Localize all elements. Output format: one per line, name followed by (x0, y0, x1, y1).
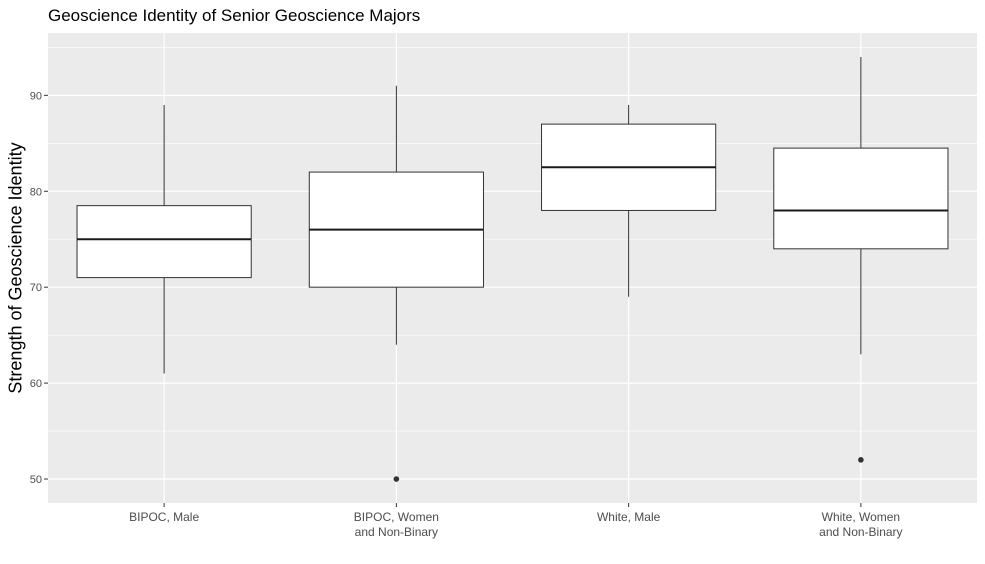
x-tick-label-line: BIPOC, Women (354, 510, 439, 524)
box-iqr (76, 205, 252, 279)
boxes (76, 56, 949, 482)
x-axis-ticks: BIPOC, Male BIPOC, Women and Non-BinaryWhi… (129, 503, 903, 539)
y-tick-label: 90 (30, 90, 42, 102)
x-tick-label: BIPOC, Male (129, 510, 199, 524)
x-tick-label-line: and Non-Binary (355, 525, 438, 539)
x-tick-label: White, Women and Non-Binary (819, 510, 902, 539)
box-group (541, 104, 717, 297)
y-tick-label: 80 (30, 186, 42, 198)
box-group (308, 85, 484, 482)
box-group (773, 56, 949, 463)
y-tick-label: 50 (30, 474, 42, 486)
x-tick-label: White, Male (597, 510, 661, 524)
box-group (76, 104, 252, 374)
outlier-point (858, 457, 864, 463)
outlier-point (393, 476, 400, 482)
x-tick-label: BIPOC, Women and Non-Binary (354, 510, 439, 539)
x-tick-label-line: and Non-Binary (819, 525, 902, 539)
x-tick-label-line: White, Women (822, 510, 900, 524)
y-tick-label: 70 (30, 282, 42, 294)
box-iqr (773, 147, 949, 250)
y-tick-label: 60 (30, 378, 42, 390)
x-tick-label-line: BIPOC, Male (129, 510, 199, 524)
grid-minor (48, 47, 977, 432)
y-axis-ticks: 50 60 70 80 90 (30, 90, 48, 486)
chart-title: Geoscience Identity of Senior Geoscience… (48, 6, 421, 25)
x-tick-label-line: White, Male (597, 510, 661, 524)
